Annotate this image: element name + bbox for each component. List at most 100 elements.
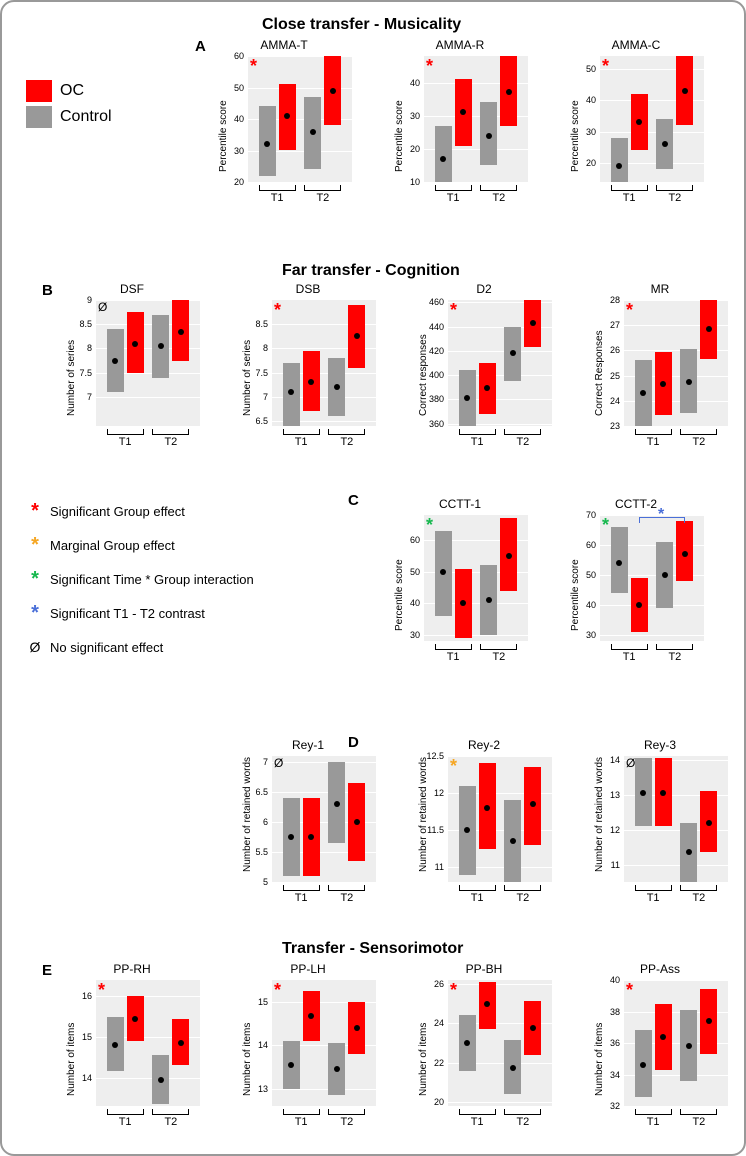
sig-legend-row: *Significant Time * Group interaction — [26, 568, 254, 590]
ytick: 9 — [62, 295, 92, 305]
control-swatch — [26, 106, 52, 128]
sig-symbol: * — [26, 602, 44, 625]
plot-area — [96, 300, 200, 426]
chart-mr: MR232425262728Correct Responses*T1T2 — [590, 282, 730, 457]
sig-legend-row: *Significant Group effect — [26, 500, 254, 522]
chart-title: PP-LH — [238, 962, 378, 976]
xtick: T1 — [110, 1116, 140, 1156]
ytick: 30 — [566, 630, 596, 640]
ylabel: Percentile score — [570, 559, 581, 631]
xtick: T2 — [684, 892, 714, 943]
xtick: T2 — [156, 436, 186, 487]
mean-point — [486, 133, 492, 139]
mean-point — [484, 805, 490, 811]
mean-point — [288, 1062, 294, 1068]
mean-point — [660, 1034, 666, 1040]
plot-area: * — [600, 515, 704, 641]
mean-point — [334, 1066, 340, 1072]
sig-marker: * — [602, 516, 609, 534]
contrast-marker: * — [658, 507, 664, 523]
mean-point — [132, 1016, 138, 1022]
ytick: 40 — [390, 78, 420, 88]
mean-point — [158, 343, 164, 349]
sig-legend-row: * Significant T1 - T2 contrast — [26, 602, 254, 624]
sig-label: Marginal Group effect — [50, 538, 175, 553]
chart-cctt2: CCTT-2*3040506070Percentile score*T1T2 — [566, 497, 706, 672]
sig-marker: Ø — [98, 301, 107, 313]
ylabel: Number of retained words — [418, 757, 429, 872]
xtick: T2 — [484, 651, 514, 702]
sig-symbol: * — [26, 534, 44, 557]
mean-point — [354, 1025, 360, 1031]
sig-marker: * — [626, 301, 633, 319]
plot-area — [624, 300, 728, 426]
ylabel: Number of items — [242, 1023, 253, 1096]
mean-point — [440, 156, 446, 162]
sig-marker: * — [602, 57, 609, 75]
panel-label: E — [42, 962, 52, 979]
panel-label: C — [348, 492, 359, 509]
sig-marker: * — [274, 981, 281, 999]
ytick: 70 — [566, 510, 596, 520]
plot-area — [272, 980, 376, 1106]
mean-point — [510, 1065, 516, 1071]
plot-area — [448, 980, 552, 1106]
chart-title: DSF — [62, 282, 202, 296]
plot-area — [448, 300, 552, 426]
xtick: T1 — [638, 892, 668, 943]
sig-label: Significant T1 - T2 contrast — [50, 606, 205, 621]
ylabel: Number of items — [418, 1023, 429, 1096]
plot-area — [600, 56, 704, 182]
ylabel: Percentile score — [394, 559, 405, 631]
chart-title: DSB — [238, 282, 378, 296]
xtick: T2 — [156, 1116, 186, 1156]
chart-dsf: DSF77.588.59Number of seriesØT1T2 — [62, 282, 202, 457]
ylabel: Number of items — [66, 1023, 77, 1096]
chart-title: MR — [590, 282, 730, 296]
ytick: 460 — [414, 297, 444, 307]
mean-point — [334, 801, 340, 807]
ylabel: Number of series — [66, 340, 77, 416]
sig-legend-row: * Marginal Group effect — [26, 534, 254, 556]
chart-title: AMMA-T — [214, 38, 354, 52]
ytick: 28 — [590, 295, 620, 305]
mean-point — [354, 819, 360, 825]
ytick: 50 — [566, 64, 596, 74]
mean-point — [686, 379, 692, 385]
sig-label: No significant effect — [50, 640, 163, 655]
ytick: 8.5 — [62, 319, 92, 329]
xtick: T1 — [438, 651, 468, 702]
xtick: T2 — [332, 1116, 362, 1156]
xtick: T1 — [462, 1116, 492, 1156]
xtick: T1 — [614, 192, 644, 243]
xtick: T2 — [332, 892, 362, 943]
section-title: Far transfer - Cognition — [282, 262, 460, 280]
ytick: 26 — [414, 979, 444, 989]
ytick: 40 — [590, 975, 620, 985]
ylabel: Number of items — [594, 1023, 605, 1096]
xtick: T1 — [438, 192, 468, 243]
chart-pp-lh: PP-LH131415Number of items*T1T2 — [238, 962, 378, 1137]
mean-point — [662, 572, 668, 578]
oc-swatch — [26, 80, 52, 102]
ytick: 15 — [238, 997, 268, 1007]
sig-marker: * — [426, 516, 433, 534]
ci-bar — [611, 138, 628, 182]
mean-point — [308, 1013, 314, 1019]
mean-point — [178, 329, 184, 335]
chart-dsb: DSB6.577.588.5Number of series*T1T2 — [238, 282, 378, 457]
xtick: T1 — [638, 436, 668, 487]
control-label: Control — [60, 108, 112, 126]
xtick: T1 — [462, 892, 492, 943]
sig-marker: Ø — [626, 757, 635, 769]
chart-title: Rey-3 — [590, 738, 730, 752]
xtick: T1 — [110, 436, 140, 487]
ytick: 30 — [390, 630, 420, 640]
mean-point — [682, 88, 688, 94]
plot-area — [248, 56, 352, 182]
chart-title: Rey-1 — [238, 738, 378, 752]
group-legend: OC Control — [26, 80, 112, 132]
sig-marker: * — [626, 981, 633, 999]
plot-area — [624, 756, 728, 882]
plot-area — [448, 756, 552, 882]
